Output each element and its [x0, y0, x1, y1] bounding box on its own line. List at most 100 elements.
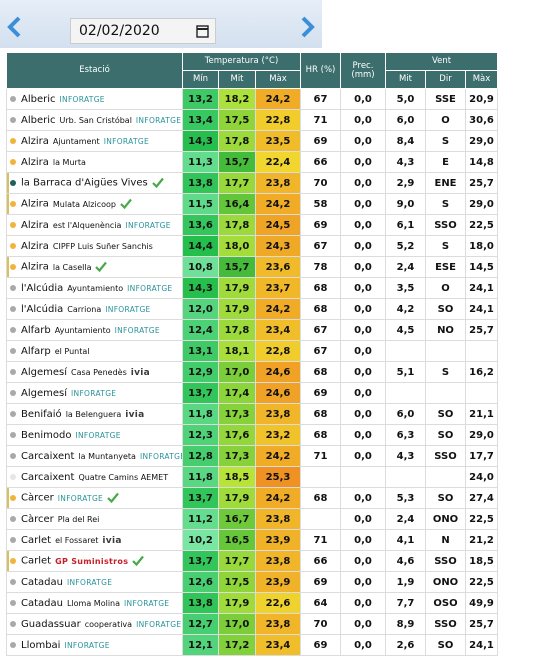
network-badge: INFORATGE [71, 388, 117, 398]
value-cell: 0,0 [340, 592, 386, 614]
station-row: Benifaió la Belenguera ivia 11,8 17,3 23,8 68 0… [6, 403, 498, 425]
value-cell: 0,0 [340, 235, 386, 257]
status-dot [10, 389, 16, 396]
station-row: Llombai INFORATGE 12,1 17,2 23,4 69 0,0 2,6 SO 24… [6, 634, 498, 656]
station-location: Lloma Molina [66, 598, 121, 608]
subcolumn-header: Dir [425, 70, 466, 89]
value-cell: SSO [425, 550, 466, 572]
station-cell: Carcaixent la Muntanyeta INFORATGE [6, 445, 183, 467]
calendar-icon[interactable] [196, 24, 209, 38]
value-cell: 13,4 [182, 109, 219, 131]
value-cell: 71 [300, 109, 341, 131]
station-row: Alzira est l'Alquenència INFORATGE 13,6 17,8… [6, 214, 498, 236]
value-cell: ONO [425, 508, 466, 530]
value-cell [300, 508, 341, 530]
verified-check [107, 493, 119, 504]
status-dot [10, 116, 16, 123]
date-input[interactable]: 02/02/2020 [70, 18, 216, 44]
value-cell: 27,4 [465, 487, 498, 509]
value-cell: 18,1 [218, 340, 256, 362]
value-cell: 2,4 [385, 508, 426, 530]
value-cell: 24,2 [255, 298, 301, 320]
value-cell: 1,9 [385, 571, 426, 593]
value-cell: 2,9 [385, 172, 426, 194]
station-cell: Càrcer INFORATGE [6, 487, 183, 509]
station-location: Ajuntament [52, 136, 100, 146]
value-cell: 25,3 [255, 466, 301, 488]
value-cell: 12,9 [182, 361, 219, 383]
value-cell: 11,5 [182, 193, 219, 215]
station-name: Càrcer [21, 492, 54, 504]
value-cell: 17,0 [218, 613, 256, 635]
next-day[interactable] [300, 16, 316, 38]
status-dot [10, 95, 16, 102]
station-row: la Barraca d'Aigües Vives 13,8 17,7 23,8 70 0… [6, 172, 498, 194]
value-cell: 6,3 [385, 424, 426, 446]
value-cell [425, 466, 466, 488]
status-dot [10, 242, 16, 249]
value-cell: 4,5 [385, 319, 426, 341]
station-name: la Barraca d'Aigües Vives [21, 177, 148, 189]
value-cell: 23,8 [255, 613, 301, 635]
station-row: Alberic INFORATGE 13,2 18,2 24,2 67 0,0 5,0 SSE 2… [6, 88, 498, 110]
value-cell: 70 [300, 613, 341, 635]
station-location: Mulata Alzicoop [52, 199, 116, 209]
value-cell: 12,8 [182, 445, 219, 467]
value-cell: 71 [300, 529, 341, 551]
value-cell: 24,2 [255, 88, 301, 110]
network-badge: INFORATGE [64, 640, 110, 650]
value-cell: 24,0 [465, 466, 498, 488]
value-cell: 12,4 [182, 319, 219, 341]
value-cell: 69 [300, 130, 341, 152]
station-row: Alzira la Casella 10,8 15,7 23,6 78 0,0 2,4 ESE 1… [6, 256, 498, 278]
value-cell [425, 382, 466, 404]
status-dot [10, 599, 16, 606]
prev-day[interactable] [6, 16, 22, 38]
status-dot [10, 158, 16, 165]
value-cell: 22,5 [465, 214, 498, 236]
value-cell: OSO [425, 592, 466, 614]
station-location: Casa Penedès [71, 367, 127, 377]
subcolumn-header: Màx [465, 70, 498, 89]
status-dot [10, 620, 16, 627]
value-cell [340, 466, 386, 488]
subcolumn-header: Mit [385, 70, 426, 89]
value-cell: 22,8 [255, 109, 301, 131]
value-cell: 2,6 [385, 634, 426, 656]
value-cell: 68 [300, 487, 341, 509]
value-cell: 21,1 [465, 403, 498, 425]
value-cell: 22,5 [465, 571, 498, 593]
station-name: Alzira [21, 135, 49, 147]
value-cell: 11,2 [182, 508, 219, 530]
value-cell: 17,3 [218, 403, 256, 425]
station-row: Càrcer INFORATGE 13,7 17,9 24,2 68 0,0 5,3 SO 27,… [6, 487, 498, 509]
station-cell: Catadau INFORATGE [6, 571, 183, 593]
station-location: Ayuntamiento [67, 283, 124, 293]
station-name: Algemesí [21, 387, 68, 399]
value-cell: 25,7 [465, 172, 498, 194]
value-cell: 24,1 [465, 277, 498, 299]
value-cell: O [425, 277, 466, 299]
station-row: Benimodo INFORATGE 12,3 17,6 23,2 68 0,0 6,3 SO 2… [6, 424, 498, 446]
value-cell: 5,2 [385, 235, 426, 257]
station-row: Alfarb Ayuntamiento INFORATGE 12,4 17,8 23,4 6… [6, 319, 498, 341]
value-cell: 0,0 [340, 508, 386, 530]
value-cell: 21,2 [465, 529, 498, 551]
value-cell: 71 [300, 445, 341, 467]
check-mark [107, 493, 119, 504]
value-cell [465, 340, 498, 362]
value-cell: NO [425, 319, 466, 341]
date-text: 02/02/2020 [79, 23, 160, 39]
station-cell: Guadassuar cooperativa INFORATGE [6, 613, 183, 635]
value-cell: 4,2 [385, 298, 426, 320]
station-location: la Casella [52, 262, 92, 272]
value-cell: 4,3 [385, 445, 426, 467]
value-cell: 3,5 [385, 277, 426, 299]
value-cell: 13,8 [182, 592, 219, 614]
status-dot [10, 536, 16, 543]
col-wind: Vent [385, 52, 498, 71]
network-badge: INFORATGE [125, 220, 171, 230]
station-cell: Alzira CIPFP Luis Suñer Sanchis [6, 235, 183, 257]
value-cell: 23,7 [255, 277, 301, 299]
value-cell: 67 [300, 88, 341, 110]
